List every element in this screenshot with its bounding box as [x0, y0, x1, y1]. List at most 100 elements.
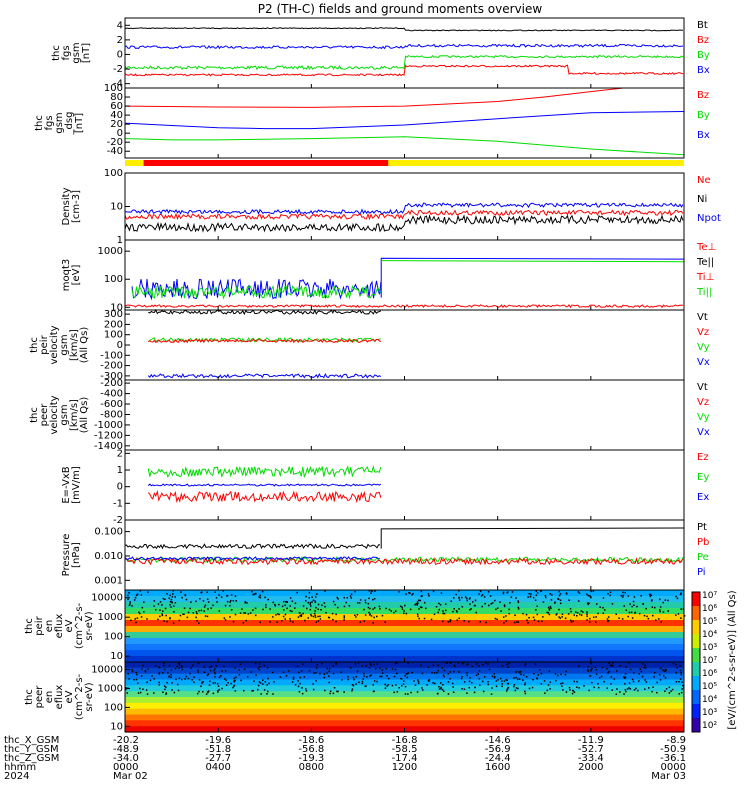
spectrogram-peer-noise	[447, 681, 450, 683]
spectrogram-peir-noise	[317, 615, 319, 618]
spectrogram-peir-noise	[554, 601, 556, 603]
spectrogram-peir-noise	[171, 596, 174, 598]
spectrogram-peir-noise	[195, 616, 197, 619]
xaxis-row-label: thc_X_GSM	[4, 735, 59, 746]
ytick-label: 10	[110, 651, 123, 662]
spectrogram-peer-noise	[638, 673, 640, 675]
ylabel-line: eflux	[54, 614, 65, 639]
spectrogram-peer-noise	[285, 675, 288, 677]
spectrogram-peir-noise	[517, 621, 520, 623]
spectrogram-peer-noise	[267, 690, 269, 693]
spectrogram-peer-noise	[400, 677, 402, 680]
spectrogram-peer-noise	[642, 663, 644, 665]
spectrogram-peer-noise	[404, 685, 407, 688]
spectrogram-peer-noise	[257, 684, 260, 687]
spectrogram-peer-noise	[525, 676, 528, 678]
spectrogram-peer-noise	[515, 676, 517, 679]
spectrogram-peir-noise	[189, 607, 191, 610]
spectrogram-peir-noise	[586, 619, 588, 621]
spectrogram-peer-noise	[214, 668, 216, 670]
spectrogram-peer-noise	[165, 693, 167, 695]
spectrogram-peer-noise	[652, 686, 654, 688]
spectrogram-peir-noise	[609, 591, 612, 593]
spectrogram-peir-noise	[269, 621, 271, 623]
spectrogram-peer-noise	[351, 688, 354, 690]
spectrogram-peer-noise	[214, 671, 216, 674]
spectrogram-peer-noise	[145, 689, 148, 691]
spectrogram-peir-noise	[332, 618, 334, 621]
spectrogram-peer-noise	[370, 674, 372, 676]
spectrogram-peer-noise	[355, 683, 357, 685]
spectrogram-peer-noise	[221, 687, 223, 690]
legend-By: By	[697, 110, 710, 121]
ylabel-7: Pressure[nPa]	[61, 534, 82, 577]
spectrogram-peer-noise	[506, 690, 508, 692]
spectrogram-peir-noise	[589, 596, 592, 598]
spectrogram-peer-noise	[543, 680, 546, 682]
spectrogram-peir-noise	[561, 616, 563, 618]
spectrogram-peer-noise	[466, 672, 468, 674]
spectrogram-peer-noise	[539, 669, 541, 671]
spectrogram-peer-noise	[369, 663, 372, 665]
spectrogram-peer-noise	[328, 675, 330, 677]
legend-Bt: Bt	[697, 20, 708, 31]
spectrogram-peer-noise	[628, 662, 630, 664]
spectrogram-peir-noise	[475, 611, 477, 614]
spectrogram-peir-noise	[458, 617, 460, 620]
spectrogram-peir-noise	[199, 598, 201, 600]
spectrogram-peir-noise	[554, 602, 556, 604]
spectrogram-peir-noise	[140, 594, 143, 596]
spectrogram-peir-noise	[513, 621, 516, 624]
spectrogram-peir-noise	[528, 593, 530, 595]
spectrogram-peer-noise	[185, 675, 187, 678]
spectrogram-peer-noise	[291, 681, 294, 683]
ylabel-line: thc	[34, 115, 45, 131]
ytick-label: 1000	[98, 612, 123, 623]
spectrogram-peir-noise	[575, 611, 577, 613]
spectrogram-peer-noise	[396, 691, 399, 693]
pressure-pt-high	[380, 527, 685, 549]
spectrogram-peir-noise	[168, 597, 170, 599]
spectrogram-peer-noise	[645, 681, 648, 683]
spectrogram-peer-noise	[438, 688, 441, 690]
spectrogram-peer-noise	[546, 689, 548, 692]
spectrogram-peer-noise	[413, 680, 415, 682]
spectrogram-peer-noise	[227, 682, 229, 684]
spectrogram-peer-noise	[478, 665, 480, 667]
spectrogram-peir-noise	[667, 599, 669, 602]
spectrogram-peer-noise	[578, 665, 580, 667]
spectrogram-peer-noise	[266, 684, 268, 686]
spectrogram-peer-noise	[131, 669, 133, 671]
spectrogram-peir-noise	[403, 612, 405, 615]
spectrogram-peir-noise	[265, 604, 267, 606]
ytick-label: -20	[107, 137, 123, 148]
spectrogram-peer-noise	[432, 682, 434, 684]
spectrogram-peer-noise	[176, 665, 178, 668]
spectrogram-peer-noise	[136, 673, 138, 676]
spectrogram-peir-noise	[544, 595, 547, 597]
spectrogram-peer-noise	[572, 689, 574, 692]
spectrogram-peer-noise	[178, 677, 181, 680]
spectrogram-peir-noise	[198, 622, 200, 624]
spectrogram-peer-noise	[493, 673, 495, 675]
spectrogram-peer-noise	[501, 680, 503, 682]
spectrogram-peir-noise	[128, 592, 130, 594]
spectrogram-peer-noise	[443, 669, 446, 672]
spectrogram-peer-noise	[675, 681, 678, 683]
spectrogram-peer-noise	[233, 677, 236, 680]
spectrogram-peir-noise	[307, 617, 309, 619]
spectrogram-peer-noise	[537, 674, 539, 676]
spectrogram-peir-noise	[649, 595, 652, 598]
spectrogram-peir-noise	[172, 622, 175, 624]
spectrogram-peir-noise	[229, 616, 231, 618]
ytick-label: 1000	[98, 246, 123, 257]
spectrogram-peer-band-10	[125, 720, 684, 727]
spectrogram-peer-noise	[466, 674, 468, 677]
spectrogram-peir-noise	[178, 619, 181, 622]
spectrogram-peer-noise	[178, 662, 181, 664]
spectrogram-peer-noise	[564, 674, 567, 676]
spectrogram-peer-noise	[665, 688, 668, 690]
spectrogram-peer-noise	[407, 672, 410, 674]
spectrogram-peer-noise	[420, 664, 422, 667]
spectrogram-peer-noise	[676, 667, 678, 669]
